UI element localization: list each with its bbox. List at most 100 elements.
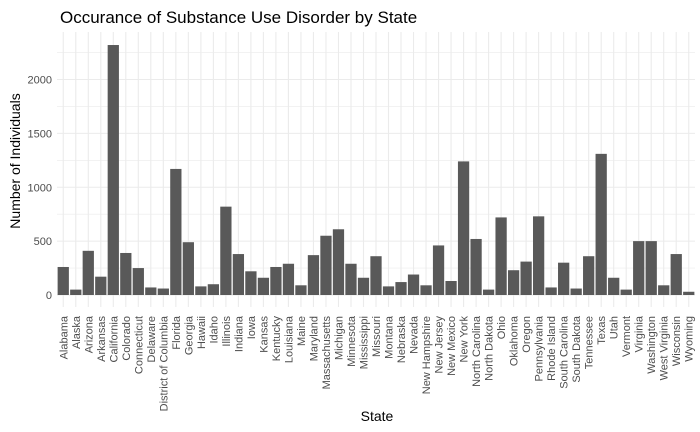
bar-north-dakota: [482, 289, 495, 295]
y-axis-ticks: 0 500 1000 1500 2000: [28, 75, 52, 303]
bar-missouri: [370, 256, 382, 295]
bar-california: [107, 45, 119, 295]
bar-indiana: [232, 254, 245, 295]
x-tick-label: Alaska: [71, 315, 83, 349]
bar-south-carolina: [558, 262, 570, 295]
x-tick-label: South Dakota: [571, 315, 583, 383]
x-tick-label: New Jersey: [434, 316, 446, 374]
bar-delaware: [145, 287, 157, 295]
bar-utah: [608, 277, 620, 295]
bar-massachusetts: [320, 235, 332, 295]
x-tick-label: Nebraska: [396, 315, 408, 363]
x-tick-label: Idaho: [208, 316, 220, 344]
chart-title: Occurance of Substance Use Disorder by S…: [60, 8, 417, 27]
x-tick-label: Missouri: [371, 316, 383, 357]
x-tick-label: Illinois: [221, 316, 233, 347]
bar-michigan: [332, 229, 345, 295]
x-tick-label: Pennsylvania: [534, 315, 546, 381]
x-tick-label: Oregon: [521, 316, 533, 353]
bar-oklahoma: [507, 270, 520, 295]
bar-nebraska: [395, 282, 407, 295]
bar-minnesota: [345, 263, 357, 295]
x-tick-label: Oklahoma: [509, 315, 521, 366]
bar-new-york: [457, 161, 470, 295]
y-tick-label: 2000: [28, 75, 52, 87]
x-tick-label: Iowa: [246, 315, 258, 339]
bar-montana: [382, 286, 395, 295]
bar-hawaii: [195, 286, 207, 295]
bar-vermont: [620, 289, 632, 295]
bar-kansas: [257, 277, 270, 295]
bar-washington: [645, 241, 657, 295]
x-tick-label: Florida: [171, 315, 183, 350]
bar-rhode-island: [545, 287, 557, 295]
x-tick-label: New Mexico: [446, 316, 458, 376]
bar-new-hampshire: [420, 285, 432, 295]
x-tick-label: Minnesota: [346, 315, 358, 367]
x-tick-label: New Hampshire: [421, 316, 433, 394]
bar-wyoming: [683, 291, 695, 295]
x-tick-label: West Virginia: [659, 315, 671, 380]
x-tick-label: Colorado: [121, 316, 133, 361]
bar-maryland: [307, 255, 320, 295]
bar-idaho: [207, 284, 220, 295]
x-tick-label: North Dakota: [484, 315, 496, 381]
x-tick-label: Connecticut: [133, 316, 145, 374]
x-tick-label: Ohio: [496, 316, 508, 339]
x-axis-ticks: Alabama Alaska Arizona Arkansas California Co…: [58, 315, 695, 411]
x-tick-label: Texas: [596, 316, 608, 345]
x-tick-label: Kentucky: [271, 316, 283, 362]
x-tick-label: Nevada: [409, 315, 421, 354]
x-tick-label: Arizona: [83, 315, 95, 353]
bar-virginia: [633, 241, 645, 295]
x-tick-label: California: [108, 315, 120, 362]
x-tick-label: New York: [459, 316, 471, 363]
x-axis-title: State: [361, 408, 394, 424]
x-tick-label: Mississippi: [358, 316, 370, 369]
x-tick-label: Virginia: [634, 315, 646, 352]
x-tick-label: Washington: [646, 316, 658, 374]
bar-alabama: [57, 266, 69, 295]
y-axis-title: Number of Individuals: [7, 93, 23, 228]
bar-colorado: [120, 252, 132, 295]
bar-iowa: [245, 271, 257, 295]
x-tick-label: Vermont: [621, 316, 633, 357]
x-tick-label: District of Columbia: [158, 315, 170, 411]
x-tick-label: South Carolina: [559, 315, 571, 389]
x-tick-label: Delaware: [146, 316, 158, 362]
bar-new-mexico: [445, 280, 457, 295]
x-tick-label: Maryland: [308, 316, 320, 361]
x-tick-label: Utah: [609, 316, 621, 339]
y-tick-label: 0: [46, 290, 52, 302]
bar-ohio: [495, 217, 507, 295]
x-tick-label: Massachusetts: [321, 316, 333, 390]
bar-arizona: [82, 250, 94, 295]
x-tick-label: Rhode Island: [546, 316, 558, 381]
bar-wisconsin: [670, 254, 682, 295]
bars: [57, 45, 695, 295]
bar-louisiana: [282, 263, 295, 295]
bar-florida: [170, 168, 182, 295]
bar-new-jersey: [432, 245, 445, 295]
bar-kentucky: [270, 266, 282, 295]
bar-district-of-columbia: [157, 288, 169, 295]
x-tick-label: North Carolina: [471, 315, 483, 387]
bar-alaska: [70, 289, 82, 295]
bar-mississippi: [357, 277, 370, 295]
bar-oregon: [520, 261, 532, 295]
x-tick-label: Georgia: [183, 315, 195, 355]
bar-north-carolina: [470, 238, 482, 295]
x-tick-label: Indiana: [233, 315, 245, 352]
bar-arkansas: [95, 276, 107, 295]
x-tick-label: Montana: [384, 315, 396, 359]
x-tick-label: Alabama: [58, 315, 70, 359]
x-tick-label: Hawaii: [196, 316, 208, 349]
bar-georgia: [182, 242, 194, 295]
bar-maine: [295, 285, 307, 295]
x-tick-label: Louisiana: [283, 315, 295, 363]
x-tick-label: Michigan: [333, 316, 345, 360]
y-tick-label: 1500: [28, 128, 52, 140]
y-tick-label: 500: [34, 236, 52, 248]
y-tick-label: 1000: [28, 182, 52, 194]
